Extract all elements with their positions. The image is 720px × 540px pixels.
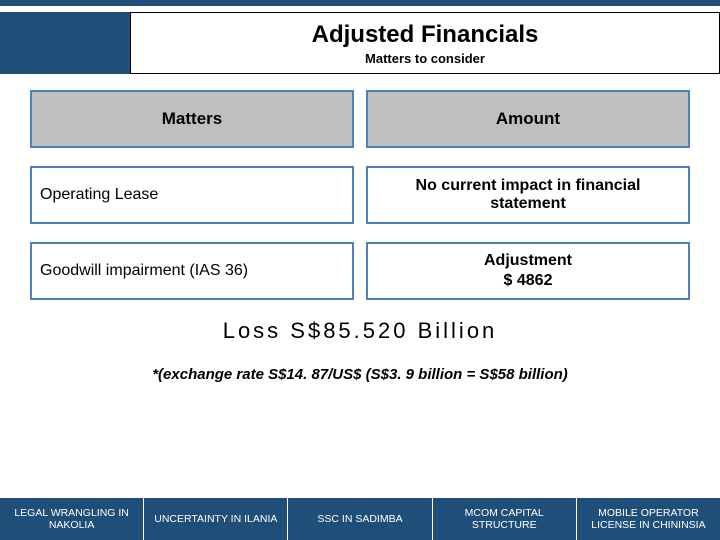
top-rule (0, 0, 720, 6)
cell-matter: Goodwill impairment (IAS 36) (30, 242, 354, 300)
nav-item-license[interactable]: MOBILE OPERATOR LICENSE IN CHININSIA (577, 498, 720, 540)
table-row: Operating Lease No current impact in fin… (30, 166, 690, 224)
loss-summary: Loss S$85.520 Billion (0, 318, 720, 344)
exchange-rate-note: *(exchange rate S$14. 87/US$ (S$3. 9 bil… (0, 366, 720, 383)
title-band: Adjusted Financials Matters to consider (0, 12, 720, 74)
title-band-content: Adjusted Financials Matters to consider (130, 12, 720, 74)
nav-item-capital[interactable]: MCOM CAPITAL STRUCTURE (433, 498, 577, 540)
table-header-row: Matters Amount (30, 90, 690, 148)
bottom-nav: LEGAL WRANGLING IN NAKOLIA UNCERTAINTY I… (0, 498, 720, 540)
financials-table: Matters Amount Operating Lease No curren… (30, 90, 690, 300)
col-header-matters: Matters (30, 90, 354, 148)
amount-line2: $ 4862 (484, 271, 572, 291)
table-row: Goodwill impairment (IAS 36) Adjustment … (30, 242, 690, 300)
nav-item-legal[interactable]: LEGAL WRANGLING IN NAKOLIA (0, 498, 144, 540)
nav-item-uncertainty[interactable]: UNCERTAINTY IN ILANIA (144, 498, 288, 540)
cell-matter: Operating Lease (30, 166, 354, 224)
cell-amount: Adjustment $ 4862 (366, 242, 690, 300)
col-header-amount: Amount (366, 90, 690, 148)
amount-line1: Adjustment (484, 251, 572, 271)
title-band-accent (0, 12, 130, 74)
page-subtitle: Matters to consider (365, 51, 485, 66)
nav-item-ssc[interactable]: SSC IN SADIMBA (288, 498, 432, 540)
page-title: Adjusted Financials (312, 21, 539, 49)
cell-amount: No current impact in financial statement (366, 166, 690, 224)
